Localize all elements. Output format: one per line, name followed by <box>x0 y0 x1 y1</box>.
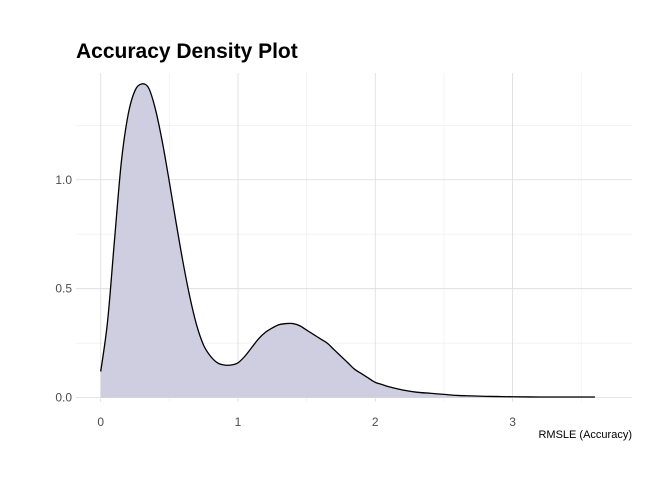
x-axis-label: RMSLE (Accuracy) <box>538 429 632 441</box>
y-tick-label: 0.5 <box>55 282 72 296</box>
chart-title: Accuracy Density Plot <box>76 40 298 63</box>
plot-area <box>100 83 595 398</box>
x-tick-label: 3 <box>509 415 516 429</box>
y-tick-label: 1.0 <box>55 173 72 187</box>
x-tick-label: 1 <box>235 415 242 429</box>
grid <box>76 73 632 402</box>
density-area <box>100 83 595 398</box>
x-tick-label: 2 <box>372 415 379 429</box>
y-tick-label: 0.0 <box>55 391 72 405</box>
density-line <box>100 83 595 398</box>
tick-labels: 0 1 2 3 0.0 0.5 1.0 <box>55 173 516 429</box>
x-tick-label: 0 <box>97 415 104 429</box>
